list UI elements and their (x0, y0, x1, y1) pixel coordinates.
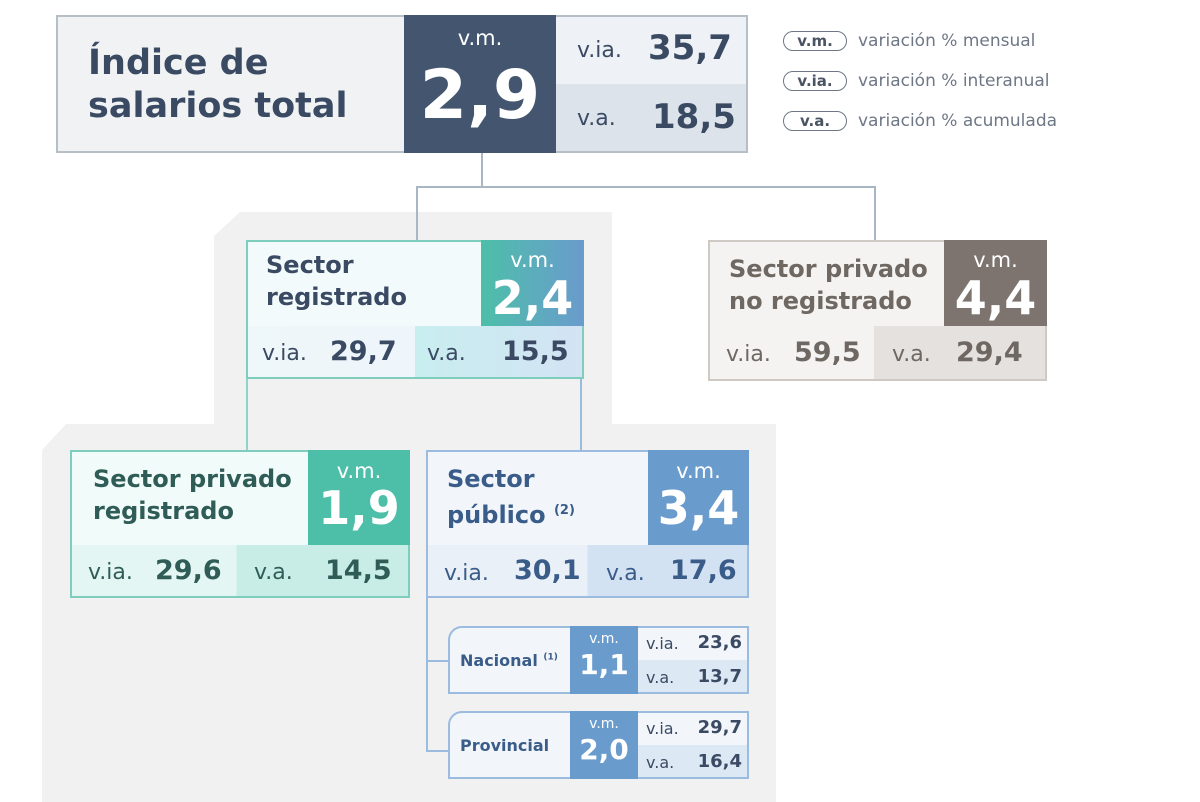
legend-va-pill: v.a. (783, 111, 847, 131)
legend-via-text: variación % interanual (858, 71, 1050, 91)
total-title: Índice de salarios total (88, 42, 388, 128)
provincial-vm-box (570, 711, 638, 779)
registrado-via-value: 29,7 (330, 336, 397, 367)
total-va-label: v.a. (577, 106, 616, 131)
registrado-vm-label: v.m. (510, 248, 555, 272)
publico-sub-row (428, 545, 747, 596)
total-title-line2: salarios total (88, 86, 348, 126)
provincial-vm-label: v.m. (589, 716, 619, 732)
publico-name-line2-wrap: público (2) (447, 495, 575, 531)
legend-va-text: variación % acumulada (858, 111, 1058, 131)
connector-registrado-right (580, 378, 582, 452)
publico-name-line2: público (447, 501, 546, 529)
privado-registrado-vm-label: v.m. (336, 459, 382, 483)
no-registrado-sub-row (710, 326, 1045, 379)
publico-name: Sector público (2) (447, 463, 575, 531)
publico-va-value: 17,6 (670, 555, 737, 586)
total-title-line1: Índice de (88, 43, 269, 83)
connector-nacional (426, 660, 448, 662)
publico-vm-value: 3,4 (657, 481, 740, 535)
connector-total-down (481, 153, 483, 187)
provincial-via-value: 29,7 (697, 717, 742, 738)
total-via-box (556, 15, 748, 84)
publico-via-value: 30,1 (514, 555, 581, 586)
no-registrado-name-line2: no registrado (729, 287, 912, 315)
no-registrado-vm-value: 4,4 (954, 271, 1037, 325)
connector-horizontal (416, 186, 876, 188)
legend-vm-pill: v.m. (783, 31, 847, 51)
publico-va-label: v.a. (606, 561, 645, 586)
no-registrado-name: Sector privado no registrado (729, 253, 928, 317)
total-va-value: 18,5 (652, 97, 736, 137)
nacional-va-value: 13,7 (697, 666, 742, 687)
registrado-name-line1: Sector (266, 251, 354, 279)
privado-registrado-va-value: 14,5 (325, 555, 392, 586)
privado-registrado-name-line2: registrado (93, 497, 234, 525)
no-registrado-name-line1: Sector privado (729, 255, 928, 283)
registrado-sub-row (248, 326, 582, 377)
publico-vm-box (648, 450, 749, 545)
no-registrado-va-value: 29,4 (956, 337, 1023, 368)
nacional-va-row (638, 660, 747, 692)
provincial-via-label: v.ia. (646, 719, 679, 738)
nacional-note: (1) (543, 652, 558, 663)
no-registrado-vm-box (944, 240, 1047, 326)
no-registrado-via-label: v.ia. (726, 342, 771, 367)
nacional-vm-value: 1,1 (579, 648, 629, 681)
total-via-value: 35,7 (648, 28, 732, 68)
privado-registrado-vm-value: 1,9 (318, 481, 400, 535)
provincial-va-value: 16,4 (697, 751, 742, 772)
privado-registrado-sub-row (72, 545, 408, 596)
nacional-vm-label: v.m. (589, 631, 619, 647)
total-card (56, 15, 406, 153)
connector-provincial (426, 750, 448, 752)
registrado-va-value: 15,5 (502, 336, 569, 367)
provincial-va-label: v.a. (646, 753, 675, 772)
nacional-via-value: 23,6 (697, 632, 742, 653)
registrado-vm-box (481, 240, 584, 326)
publico-name-line1: Sector (447, 465, 535, 493)
privado-registrado-via-value: 29,6 (155, 555, 222, 586)
no-registrado-via-value: 59,5 (794, 337, 861, 368)
registrado-va-label: v.a. (427, 341, 466, 366)
nacional-name-wrap: Nacional (1) (460, 651, 558, 670)
no-registrado-va-label: v.a. (892, 342, 931, 367)
registrado-via-label: v.ia. (262, 341, 307, 366)
total-via-label: v.ia. (577, 38, 622, 63)
publico-via-label: v.ia. (444, 561, 489, 586)
privado-registrado-va-label: v.a. (254, 560, 293, 585)
provincial-vm-value: 2,0 (579, 733, 629, 766)
publico-vm-label: v.m. (676, 459, 721, 483)
registrado-vm-value: 2,4 (491, 271, 574, 325)
registrado-name: Sector registrado (266, 249, 407, 313)
privado-registrado-via-label: v.ia. (88, 560, 133, 585)
total-vm-value: 2,9 (419, 56, 541, 135)
privado-registrado-name-line1: Sector privado (93, 465, 292, 493)
registrado-name-line2: registrado (266, 283, 407, 311)
provincial-name: Provincial (460, 736, 550, 755)
privado-registrado-vm-box (308, 450, 410, 545)
provincial-va-row (638, 745, 747, 777)
total-vm-label: v.m. (457, 26, 503, 50)
publico-note: (2) (553, 503, 575, 518)
privado-registrado-name: Sector privado registrado (93, 463, 292, 527)
nacional-va-label: v.a. (646, 668, 675, 687)
nacional-vm-box (570, 626, 638, 694)
total-va-box (556, 84, 748, 153)
total-vm-box (404, 15, 556, 153)
legend-via-pill: v.ia. (783, 71, 847, 91)
nacional-via-label: v.ia. (646, 634, 679, 653)
connector-registrado-left (246, 378, 248, 452)
no-registrado-vm-label: v.m. (973, 248, 1018, 272)
connector-to-registrado (416, 186, 418, 242)
connector-to-no-registrado (874, 186, 876, 242)
connector-publico-down (426, 597, 428, 751)
legend-vm-text: variación % mensual (858, 31, 1036, 51)
nacional-name: Nacional (460, 651, 538, 670)
